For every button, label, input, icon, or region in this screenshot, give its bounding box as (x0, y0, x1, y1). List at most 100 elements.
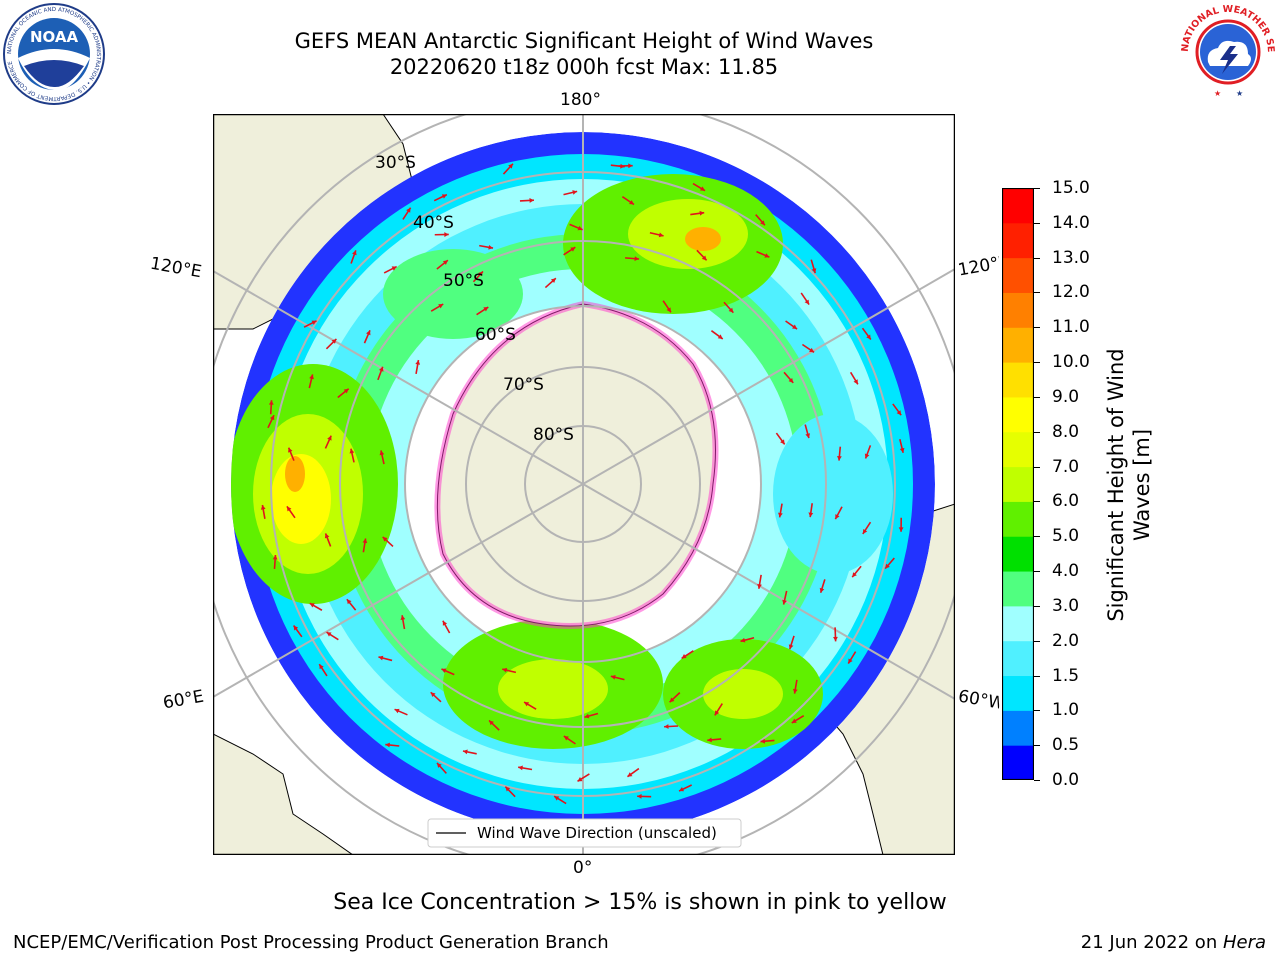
wave-direction-arrowhead (791, 718, 797, 723)
lon-label-0: 0° (573, 858, 593, 878)
colorbar-band (1002, 257, 1034, 293)
svg-text:★: ★ (1214, 89, 1221, 98)
wave-direction-arrowhead (627, 772, 633, 777)
wave-direction-arrowhead (728, 307, 734, 313)
lat-label-30s: 30°S (375, 153, 416, 173)
sea-ice-caption: Sea Ice Concentration > 15% is shown in … (333, 890, 947, 915)
wave-direction-arrowhead (441, 194, 447, 199)
svg-text:★: ★ (1236, 89, 1243, 98)
colorbar-tick-label: 0.0 (1052, 770, 1080, 790)
colorbar-tick-label: 10.0 (1052, 352, 1090, 373)
colorbar-band (1002, 710, 1034, 746)
wave-direction-arrowhead (288, 447, 293, 453)
wave-direction-arrowhead (529, 198, 534, 203)
colorbar-tick-label: 1.5 (1052, 665, 1080, 686)
lat-label-50s: 50°S (443, 271, 484, 291)
wave-direction-arrowhead (400, 615, 406, 620)
wave-direction-arrowhead (805, 433, 811, 439)
wave-direction-arrowhead (679, 786, 685, 792)
wave-direction-arrowhead (629, 200, 634, 205)
wave-direction-arrowhead (681, 654, 687, 659)
lat-label-60s: 60°S (475, 325, 516, 345)
svg-text:Wind Wave Direction (unscaled): Wind Wave Direction (unscaled) (477, 824, 717, 842)
wave-direction-arrowhead (362, 538, 368, 544)
colorbar-tick-label: 7.0 (1052, 456, 1080, 477)
wave-direction-arrowhead (852, 572, 857, 578)
wave-direction-arrowhead (760, 220, 765, 226)
wave-direction-arrowhead (896, 410, 902, 416)
wave-direction-arrowhead (379, 450, 385, 456)
chart-subtitle: 20220620 t18z 000h fcst Max: 11.85 (389, 55, 779, 79)
wave-direction-arrowhead (637, 793, 642, 799)
wave-direction-arrowhead (441, 668, 447, 673)
wave-direction-arrowhead (764, 253, 770, 258)
wave-direction-arrowhead (269, 415, 275, 421)
wave-direction-arrowhead (717, 334, 723, 339)
wave-direction-arrowhead (809, 347, 815, 353)
wave-direction-arrowhead (563, 736, 569, 741)
wave-direction-arrowhead (483, 307, 489, 312)
wave-direction-arrowhead (436, 762, 442, 768)
wave-direction-arrowhead (462, 749, 468, 755)
wave-direction-arrowhead (664, 724, 669, 729)
wave-direction-arrowhead (382, 536, 388, 542)
wave-direction-arrowhead (346, 599, 352, 605)
wave-direction-arrowhead (837, 455, 842, 461)
colorbar-band (1002, 501, 1034, 537)
wave-direction-arrowhead (628, 163, 633, 169)
wave-direction-arrowhead (438, 304, 444, 309)
wave-direction-arrowhead (286, 506, 292, 512)
wave-direction-arrowhead (391, 266, 397, 271)
wave-direction-arrowhead (478, 271, 483, 277)
wave-direction-arrowhead (782, 599, 787, 605)
lat-label-80s: 80°S (533, 425, 574, 445)
wave-direction-arrowhead (327, 435, 332, 441)
wave-direction-arrowhead (518, 765, 523, 771)
wave-direction-arrowhead (406, 207, 411, 213)
wave-direction-arrowhead (309, 603, 315, 608)
wave-direction-arrowhead (311, 320, 317, 325)
wave-direction-arrowhead (862, 528, 868, 534)
wave-direction-arrowhead (760, 738, 766, 744)
colorbar-band (1002, 571, 1034, 607)
colorbar (1002, 188, 1034, 780)
colorbar-band (1002, 362, 1034, 398)
wave-direction-arrowhead (666, 307, 671, 313)
wave-direction-arrowhead (430, 692, 436, 698)
svg-text:NOAA: NOAA (30, 28, 79, 46)
colorbar-tick-label: 3.0 (1052, 595, 1080, 616)
wave-direction-arrowhead (554, 796, 560, 801)
polar-map[interactable]: 30°S 40°S 50°S 60°S 70°S 80°S Wind Wave … (213, 114, 955, 855)
footer-date: 21 Jun 2022 on Hera (1080, 932, 1266, 953)
wave-direction-arrowhead (811, 268, 817, 274)
wave-direction-arrowhead (366, 330, 371, 336)
lat-label-40s: 40°S (413, 213, 454, 233)
wave-direction-arrowhead (848, 658, 853, 664)
lat-label-70s: 70°S (503, 375, 544, 395)
wave-direction-arrowhead (780, 439, 785, 445)
wave-direction-arrowhead (577, 225, 583, 231)
lon-label-120e: 120°E (148, 253, 204, 283)
wave-direction-arrowhead (819, 587, 825, 593)
map-legend: Wind Wave Direction (unscaled) (427, 818, 742, 848)
wave-direction-arrowhead (309, 374, 314, 380)
colorbar-tick-label: 5.0 (1052, 526, 1080, 547)
colorbar-band (1002, 605, 1034, 642)
wave-direction-arrowhead (502, 667, 508, 673)
lon-label-180: 180° (560, 90, 601, 110)
colorbar-band (1002, 292, 1034, 328)
wave-direction-arrowhead (505, 786, 511, 792)
colorbar-tick-label: 4.0 (1052, 561, 1080, 582)
noaa-logo-icon: NOAA NATIONAL OCEANIC AND ATMOSPHERIC AD… (3, 3, 105, 105)
wave-direction-arrowhead (792, 688, 798, 694)
wave-direction-arrowhead (415, 360, 421, 365)
wave-direction-arrowhead (319, 664, 324, 670)
wave-direction-arrowhead (577, 777, 583, 782)
colorbar-band (1002, 745, 1034, 780)
wave-direction-arrowhead (853, 379, 858, 385)
wave-direction-arrowhead (268, 400, 274, 405)
wave-direction-arrowhead (488, 244, 494, 250)
wave-direction-arrowhead (707, 737, 712, 743)
wave-direction-arrowhead (634, 256, 640, 262)
wind-wave-arrows (260, 163, 905, 805)
